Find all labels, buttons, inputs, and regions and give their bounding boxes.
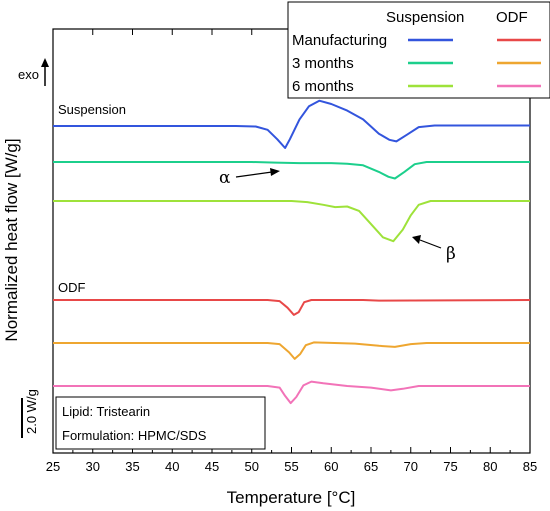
x-tick-label: 35 [125,459,139,474]
x-tick-label: 85 [523,459,537,474]
exo-label: exo [18,67,39,82]
x-tick-label: 65 [364,459,378,474]
x-tick-label: 70 [404,459,418,474]
x-tick-label: 40 [165,459,179,474]
series-line-suspension-manufacturing [53,99,530,149]
legend: Suspension ODF Manufacturing 3 months 6 … [287,1,550,99]
legend-header-odf: ODF [496,9,528,26]
legend-label-3-months: 3 months [292,55,354,72]
legend-box [287,1,550,99]
x-tick-label: 30 [86,459,100,474]
beta-arrow-shaft [419,239,442,249]
x-tick-label: 80 [483,459,497,474]
x-tick-label: 55 [284,459,298,474]
suspension-group-label: Suspension [58,102,126,117]
x-axis-title: Temperature [°C] [227,488,356,507]
info-lipid: Lipid: Tristearin [62,404,150,419]
info-formulation: Formulation: HPMC/SDS [62,428,207,443]
legend-label-manufacturing: Manufacturing [292,32,387,49]
y-axis-title: Normalized heat flow [W/g] [2,138,21,341]
x-tick-label: 50 [245,459,259,474]
odf-group-label: ODF [58,280,86,295]
series-line-odf-6-months [53,380,530,405]
curves-layer [53,99,531,405]
series-line-suspension-3-months [53,161,530,180]
exo-arrow-icon [41,58,49,67]
series-line-odf-manufacturing [53,299,531,316]
legend-label-6-months: 6 months [292,78,354,95]
beta-label: β [446,244,456,264]
series-line-odf-3-months [53,341,530,360]
x-tick-label: 75 [443,459,457,474]
alpha-arrow-shaft [235,171,273,178]
scale-bar-label: 2.0 W/g [24,389,39,434]
series-line-suspension-6-months [53,200,530,243]
x-tick-label: 45 [205,459,219,474]
legend-header-suspension: Suspension [386,9,464,26]
x-tick-label: 60 [324,459,338,474]
alpha-arrow-icon [270,168,280,176]
info-box [55,396,266,450]
alpha-label: α [219,168,231,188]
x-tick-label: 25 [46,459,60,474]
beta-arrow-icon [412,235,421,244]
